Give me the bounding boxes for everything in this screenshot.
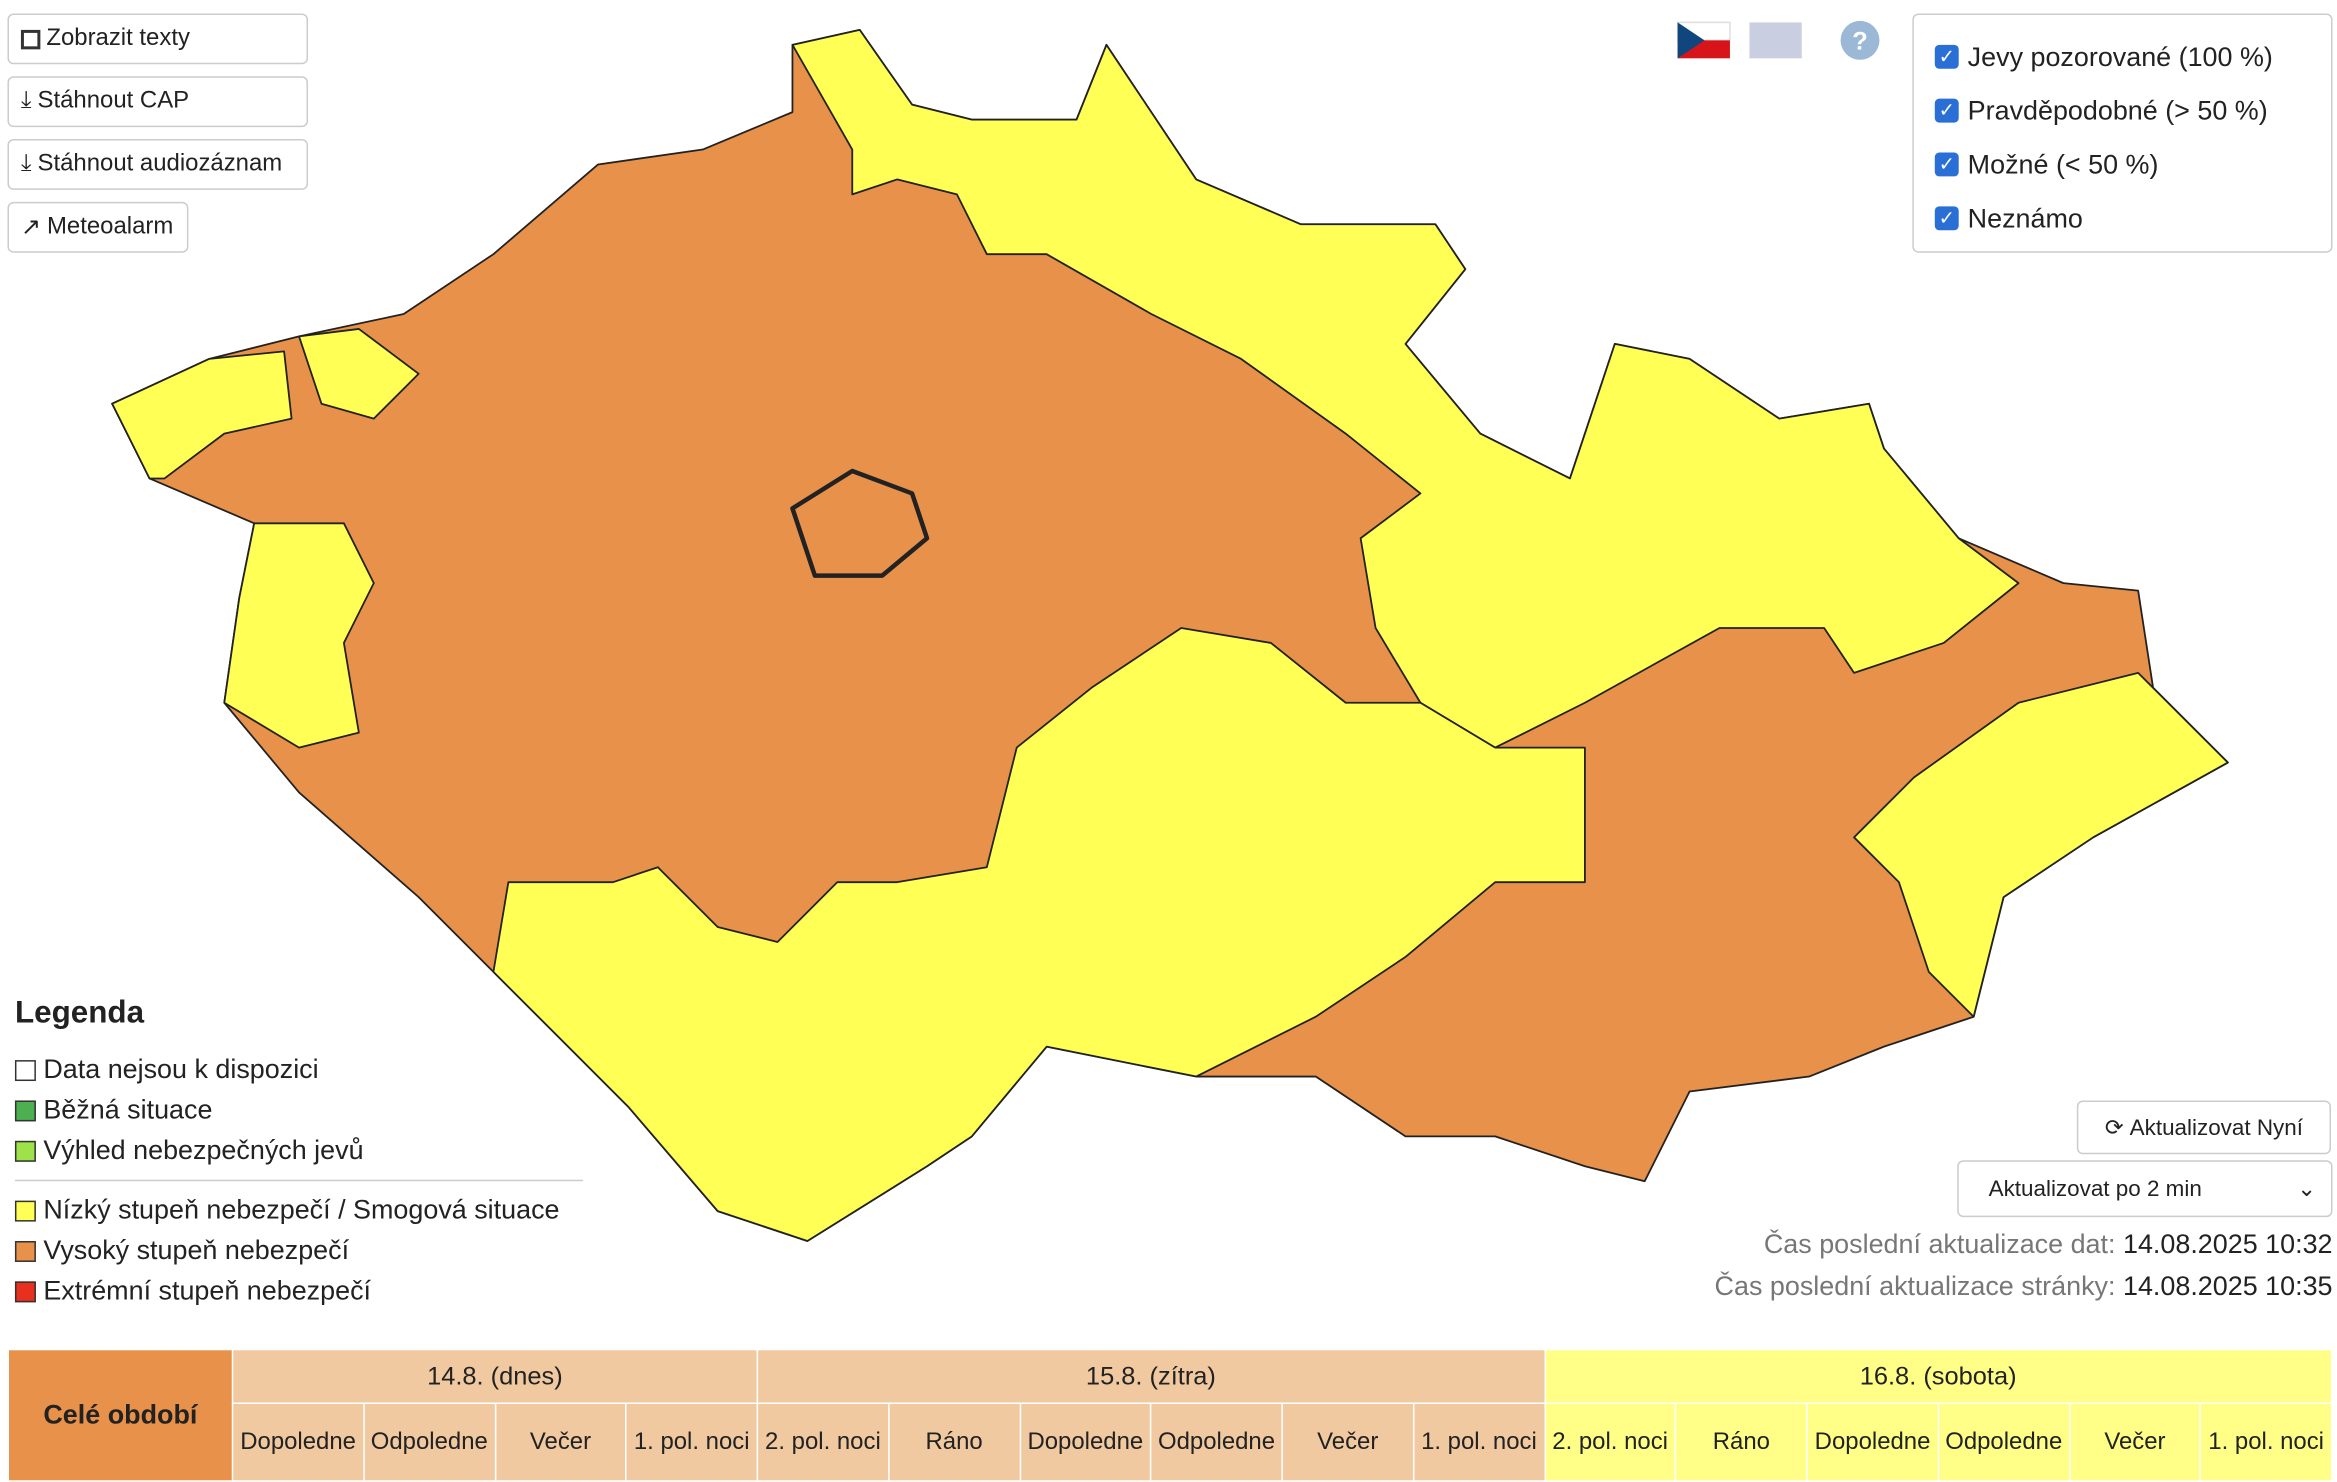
slot-cell[interactable]: Ráno — [1675, 1402, 1808, 1482]
filter-label: Jevy pozorované (100 %) — [1967, 41, 2273, 72]
day-row: Celé období 14.8. (dnes) 15.8. (zítra) 16.8… — [7, 1348, 2333, 1482]
checkbox[interactable]: ✓ — [1934, 152, 1959, 177]
legend-item: Data nejsou k dispozici — [14, 1050, 591, 1090]
flag-uk[interactable] — [1749, 22, 1802, 59]
update-row: Čas poslední aktualizace stránky: 14.08.… — [1715, 1271, 2333, 1302]
legend-item: Nízký stupeň nebezpečí / Smogová situace — [14, 1190, 591, 1230]
slot-cell[interactable]: 1. pol. noci — [625, 1402, 759, 1482]
update-label: Čas poslední aktualizace dat: — [1763, 1229, 2116, 1259]
legend-swatch — [14, 1059, 36, 1081]
help-label: ? — [1852, 27, 1868, 55]
update-row: Čas poslední aktualizace dat: 14.08.2025… — [1764, 1229, 2333, 1260]
legend-label: Běžná situace — [43, 1094, 213, 1125]
legend-swatch — [14, 1140, 36, 1162]
slot-cell[interactable]: Dopoledne — [1806, 1402, 1939, 1482]
legend-item: Výhled nebezpečných jevů — [14, 1130, 591, 1170]
checkbox[interactable]: ✓ — [1934, 44, 1959, 69]
region-low[interactable] — [791, 29, 2020, 749]
filter-panel: ✓ Jevy pozorované (100 %) ✓ Pravděpodobné (… — [1912, 13, 2333, 253]
help-button[interactable] — [1840, 20, 1880, 60]
interval-select[interactable]: Aktualizovat po 2 min ⌄ — [1957, 1160, 2333, 1218]
refresh-button[interactable]: ⟳ Aktualizovat Nyní — [2076, 1100, 2332, 1155]
legend-swatch — [14, 1280, 36, 1302]
checkbox[interactable]: ✓ — [1934, 98, 1959, 123]
button-label: Stáhnout CAP — [37, 88, 190, 114]
select-label: Aktualizovat po 2 min — [1988, 1175, 2202, 1202]
update-label: Čas poslední aktualizace stránky: — [1714, 1270, 2116, 1301]
filter-label: Neznámo — [1967, 202, 2083, 233]
region-prague[interactable] — [790, 468, 930, 578]
show-texts-button[interactable]: Zobrazit texty — [7, 13, 309, 65]
legend-swatch — [14, 1240, 36, 1262]
legend: Legenda Data nejsou k dispozici Běžná situ… — [14, 995, 591, 1311]
slot-row: Dopoledne Odpoledne Večer 1. pol. noci 2. po… — [8, 1402, 2333, 1482]
filter-option[interactable]: ✓ Neznámo — [1914, 191, 2331, 245]
legend-title: Legenda — [14, 995, 145, 1031]
slot-cell[interactable]: Dopoledne — [1018, 1402, 1152, 1482]
legend-item: Běžná situace — [14, 1090, 591, 1130]
filter-label: Možné (< 50 %) — [1967, 148, 2159, 179]
update-value: 14.08.2025 10:35 — [2122, 1270, 2333, 1301]
period-cell[interactable]: Celé období — [7, 1348, 234, 1482]
slot-cell[interactable]: 2. pol. noci — [756, 1402, 890, 1482]
legend-label: Nízký stupeň nebezpečí / Smogová situace — [43, 1194, 560, 1225]
legend-swatch — [14, 1199, 36, 1221]
slot-cell[interactable]: Odpoledne — [362, 1402, 496, 1482]
region-low[interactable] — [298, 328, 420, 420]
slot-cell[interactable]: 1. pol. noci — [2199, 1402, 2333, 1482]
forecast-table: Celé období 14.8. (dnes) 15.8. (zítra) 16.8… — [7, 1348, 2333, 1482]
legend-label: Vysoký stupeň nebezpečí — [43, 1235, 350, 1265]
day-header[interactable]: 16.8. (sobota) — [1543, 1348, 2333, 1404]
legend-swatch — [14, 1099, 36, 1121]
button-label: Stáhnout audiozáznam — [37, 151, 283, 177]
slot-cell[interactable]: 2. pol. noci — [1543, 1402, 1677, 1482]
slot-cell[interactable]: Večer — [2068, 1402, 2202, 1482]
region-low[interactable] — [223, 522, 375, 749]
legend-label: Výhled nebezpečných jevů — [43, 1134, 364, 1165]
button-label: Meteoalarm — [46, 213, 174, 240]
legend-item: Extrémní stupeň nebezpečí — [14, 1271, 591, 1311]
download-audio-button[interactable]: ⤓ Stáhnout audiozáznam — [7, 139, 309, 190]
download-cap-button[interactable]: ⤓ Stáhnout CAP — [7, 76, 309, 128]
region-low[interactable] — [111, 350, 293, 480]
meteoalarm-button[interactable]: ↗ Meteoalarm — [7, 201, 189, 253]
region-low[interactable] — [1853, 671, 2229, 1018]
slot-cell[interactable]: Odpoledne — [1937, 1402, 2071, 1482]
legend-item: Vysoký stupeň nebezpečí — [14, 1231, 591, 1271]
slot-cell[interactable]: Ráno — [887, 1402, 1021, 1482]
day-header[interactable]: 15.8. (zítra) — [756, 1348, 1546, 1404]
checkbox[interactable]: ✓ — [1934, 206, 1959, 231]
legend-separator — [14, 1179, 584, 1182]
filter-option[interactable]: ✓ Pravděpodobné (> 50 %) — [1914, 84, 2331, 138]
filter-label: Pravděpodobné (> 50 %) — [1967, 94, 2268, 125]
slot-cell[interactable]: Odpoledne — [1150, 1402, 1283, 1482]
filter-option[interactable]: ✓ Jevy pozorované (100 %) — [1914, 30, 2331, 84]
slot-cell[interactable]: 1. pol. noci — [1412, 1402, 1546, 1482]
slot-cell[interactable]: Dopoledne — [231, 1402, 365, 1482]
legend-label: Data nejsou k dispozici — [43, 1054, 319, 1085]
flag-cz-blue — [1677, 22, 1705, 59]
legend-label: Extrémní stupeň nebezpečí — [43, 1275, 372, 1306]
slot-cell[interactable]: Večer — [1281, 1402, 1415, 1482]
map: ? — [111, 20, 2229, 1242]
button-label: Zobrazit texty — [46, 25, 190, 51]
slot-cell[interactable]: Večer — [494, 1402, 627, 1482]
update-value: 14.08.2025 10:32 — [2122, 1229, 2333, 1259]
region-low[interactable] — [492, 627, 1586, 1242]
flags: ? — [1676, 20, 1880, 60]
day-header[interactable]: 14.8. (dnes) — [231, 1348, 759, 1404]
filter-option[interactable]: ✓ Možné (< 50 %) — [1914, 138, 2331, 192]
button-label: Aktualizovat Nyní — [2129, 1114, 2303, 1141]
